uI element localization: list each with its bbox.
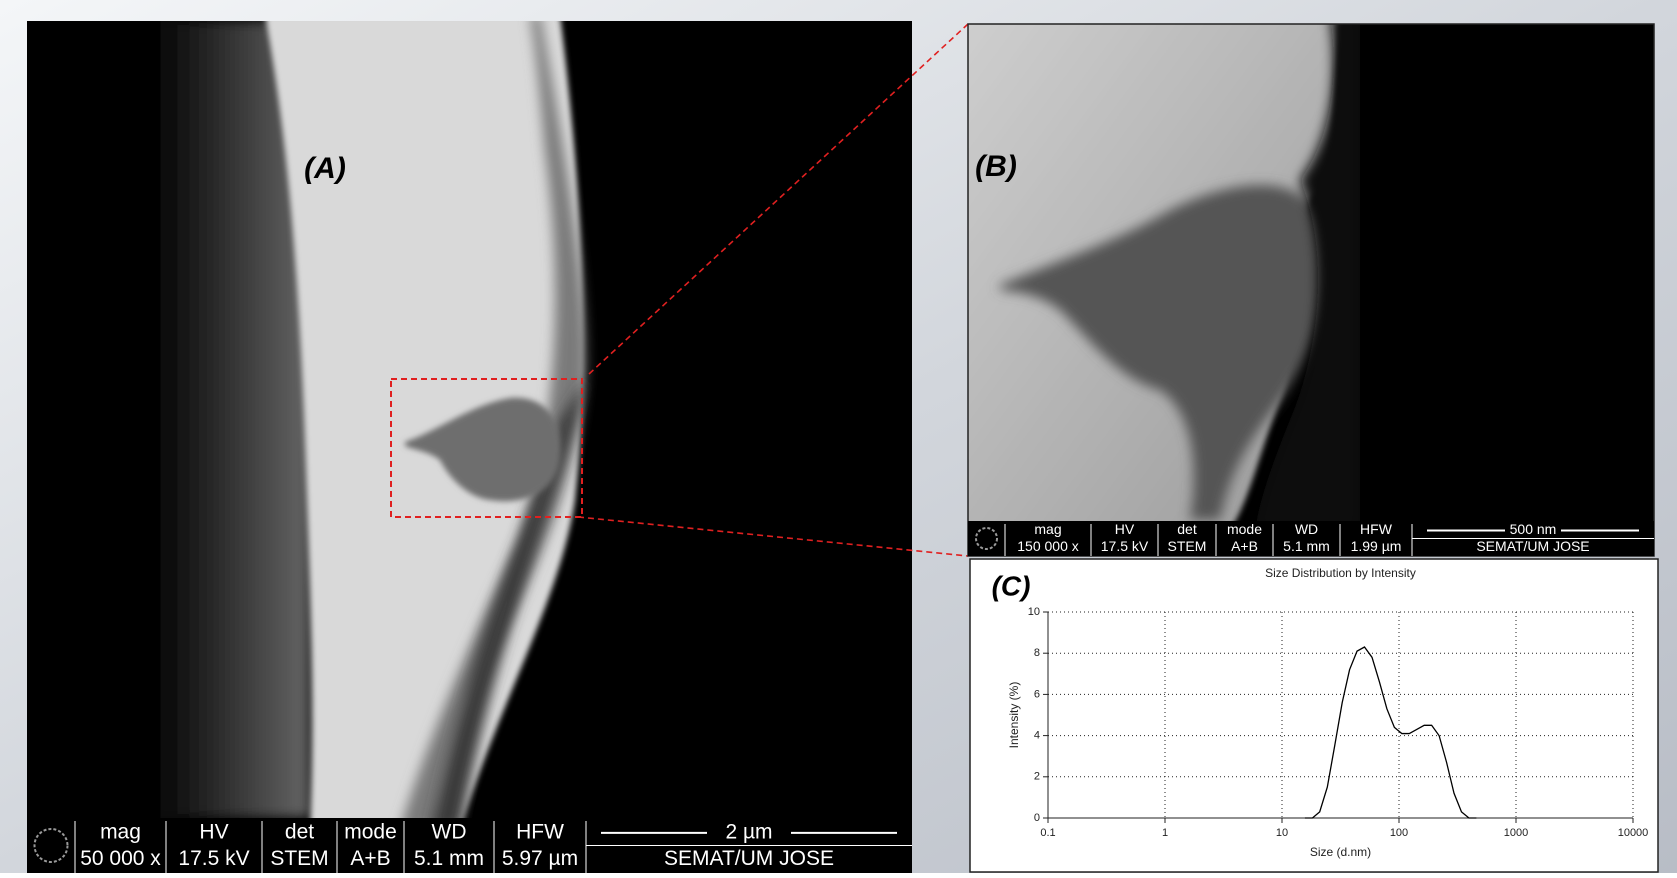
panel-label: (A) — [304, 152, 346, 185]
sem-image-b — [968, 24, 1654, 521]
info-header: WD — [1295, 521, 1318, 537]
info-value: 5.97 µm — [502, 847, 578, 870]
scale-label: 500 nm — [1510, 521, 1557, 537]
y-tick-label: 10 — [1028, 606, 1040, 618]
x-tick-label: 1 — [1162, 827, 1168, 839]
logo-icon — [33, 828, 69, 863]
chart-frame — [969, 558, 1659, 873]
credit: SEMAT/UM JOSE — [1476, 538, 1589, 554]
info-value: 50 000 x — [80, 847, 161, 870]
zoom-line — [588, 23, 969, 375]
info-value: A+B — [350, 847, 390, 870]
info-value: 5.1 mm — [1283, 538, 1330, 554]
logo-icon — [975, 527, 998, 550]
x-tick-label: 10 — [1276, 827, 1288, 839]
chart-title: Size Distribution by Intensity — [1265, 566, 1416, 580]
info-header: HFW — [516, 820, 564, 843]
x-tick-label: 0.1 — [1040, 827, 1055, 839]
info-header: HV — [199, 820, 228, 843]
info-value: 17.5 kV — [178, 847, 249, 870]
panel-label: (B) — [975, 150, 1017, 183]
panel-label: (C) — [992, 570, 1031, 601]
y-tick-label: 4 — [1034, 730, 1040, 742]
credit: SEMAT/UM JOSE — [664, 847, 834, 870]
info-value: A+B — [1231, 538, 1258, 554]
info-value: 1.99 µm — [1351, 538, 1402, 554]
y-tick-label: 8 — [1034, 647, 1040, 659]
zoom-line — [577, 516, 969, 557]
info-header: mag — [1034, 521, 1061, 537]
y-tick-label: 0 — [1034, 812, 1040, 824]
x-tick-label: 10000 — [1618, 827, 1649, 839]
scale-label: 2 µm — [725, 820, 772, 843]
info-header: mag — [100, 820, 141, 843]
y-axis-label: Intensity (%) — [1007, 682, 1021, 749]
info-header: det — [1177, 521, 1197, 537]
info-header: HV — [1115, 521, 1135, 537]
info-header: mode — [344, 820, 397, 843]
info-header: det — [285, 820, 314, 843]
info-value: 17.5 kV — [1101, 538, 1149, 554]
info-value: 5.1 mm — [414, 847, 484, 870]
info-value: STEM — [1168, 538, 1207, 554]
size-distribution-line — [1304, 646, 1477, 819]
info-header: mode — [1227, 521, 1262, 537]
info-header: HFW — [1360, 521, 1393, 537]
x-tick-label: 100 — [1390, 827, 1408, 839]
info-header: WD — [432, 820, 467, 843]
x-axis-label: Size (d.nm) — [1310, 845, 1371, 859]
info-value: 150 000 x — [1017, 538, 1079, 554]
info-value: STEM — [270, 847, 328, 870]
y-tick-label: 6 — [1034, 688, 1040, 700]
sem-image-a — [27, 21, 912, 818]
y-tick-label: 2 — [1034, 771, 1040, 783]
x-tick-label: 1000 — [1504, 827, 1528, 839]
